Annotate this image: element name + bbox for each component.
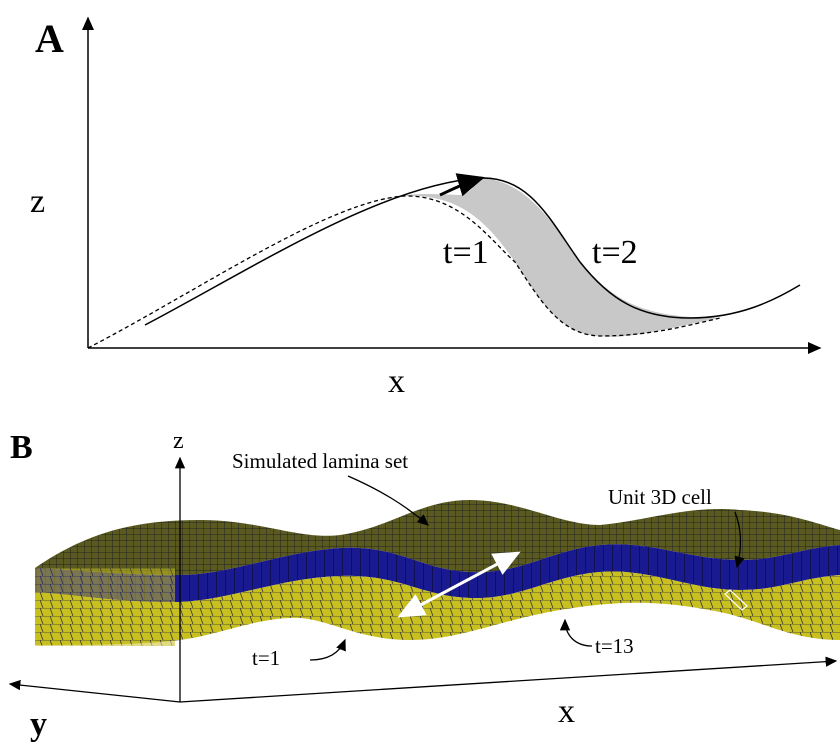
panel-label: A (35, 16, 64, 61)
panel-a: A z x t=1 t=2 (30, 16, 820, 400)
curve-label: t=1 (443, 234, 489, 271)
y-label: y (30, 706, 47, 743)
y-axis (10, 684, 180, 702)
annotation: Unit 3D cell (608, 485, 712, 509)
panel-b: B z x y Simulated lamina set Unit 3D cel… (10, 428, 840, 743)
front-face (35, 568, 175, 646)
x-label: x (388, 363, 405, 400)
pointer (565, 620, 592, 646)
z-label: z (173, 428, 184, 454)
z-label: z (30, 183, 45, 220)
pointer (310, 640, 345, 660)
figure: A z x t=1 t=2 B z x y Simulated lamina s… (0, 0, 840, 746)
annotation: t=1 (252, 646, 280, 670)
curve-label: t=2 (592, 234, 638, 271)
annotation: Simulated lamina set (232, 449, 408, 473)
x-label: x (558, 693, 575, 730)
panel-label: B (10, 429, 33, 466)
gray-area (380, 178, 720, 337)
annotation: t=13 (595, 634, 634, 658)
